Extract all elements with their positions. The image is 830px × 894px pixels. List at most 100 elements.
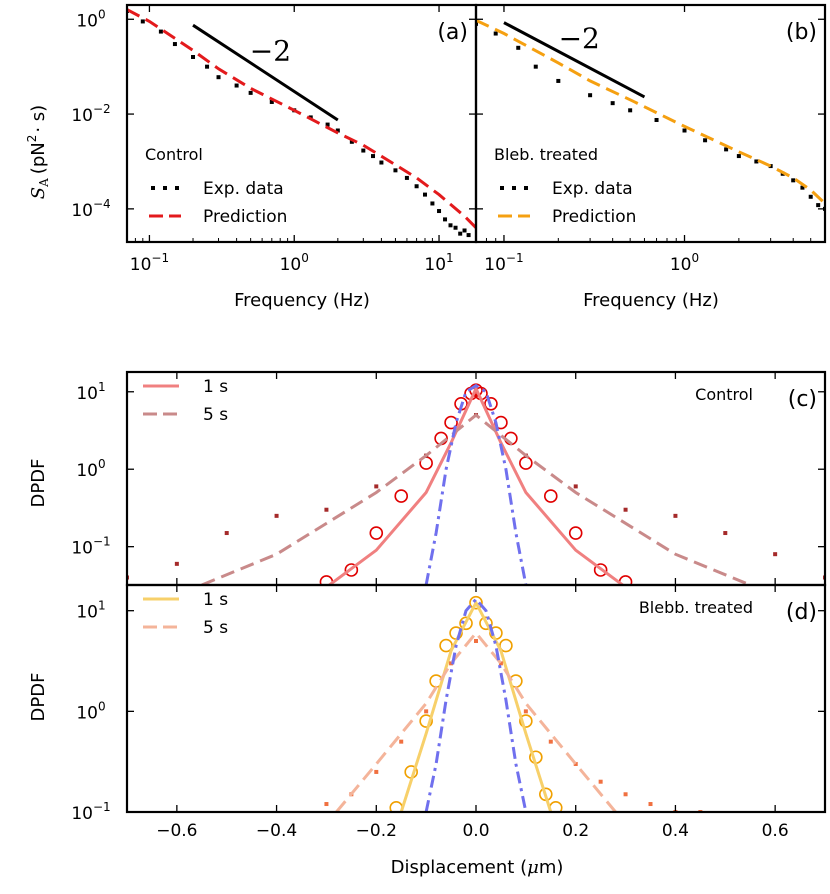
- data-point: [466, 233, 471, 238]
- panel-label: (a): [437, 20, 468, 45]
- data-point: [224, 531, 229, 536]
- legend-label: Exp. data: [203, 179, 284, 199]
- data-point: [319, 575, 334, 585]
- y-tick-label: 100: [76, 7, 105, 31]
- data-point: [453, 225, 458, 230]
- data-point: [516, 45, 521, 50]
- data-point: [474, 638, 478, 643]
- series-line: [399, 599, 553, 812]
- y-tick-label: 10−4: [71, 197, 110, 221]
- x-tick-label: −0.6: [156, 821, 197, 841]
- x-axis-label-frequency-a: Frequency (Hz): [234, 290, 370, 311]
- legend-label: Prediction: [203, 207, 287, 227]
- data-point: [459, 616, 473, 631]
- data-point: [449, 661, 454, 666]
- x-axis-label-displacement: Displacement (μm): [391, 857, 564, 878]
- data-point: [335, 128, 340, 133]
- data-point: [399, 739, 404, 744]
- series-c-2: [127, 413, 825, 580]
- data-point: [484, 396, 498, 411]
- y-axis-label-dpdf-d: DPDF: [28, 673, 49, 722]
- data-point: [588, 93, 593, 98]
- data-point: [791, 178, 796, 183]
- panel-d: −0.6 −0.4 −0.2 0.0 0.2 0.4 0.6 101 100 10−1 (d) Ble…: [71, 583, 827, 841]
- data-point: [808, 194, 813, 199]
- y-tick-label: 100: [76, 699, 105, 723]
- legend-marker: [151, 186, 155, 190]
- y-axis-label-dpdf-c: DPDF: [28, 459, 49, 508]
- data-point: [374, 484, 379, 489]
- data-point: [533, 64, 538, 69]
- series-d-4: [424, 596, 528, 812]
- legend-label: Prediction: [552, 207, 636, 227]
- plot-area-c: [127, 383, 825, 585]
- panel-label: (c): [788, 387, 817, 412]
- data-point: [424, 709, 429, 714]
- data-point: [172, 42, 177, 47]
- data-point: [216, 75, 221, 80]
- data-point: [371, 154, 376, 159]
- condition-annotation: Control: [695, 385, 753, 404]
- x-tick-label: 10−1: [130, 251, 169, 275]
- series-d-2: [324, 638, 703, 812]
- data-point: [414, 184, 419, 189]
- data-point: [393, 168, 398, 173]
- data-point: [724, 147, 729, 152]
- data-point: [325, 122, 330, 127]
- legend-label: 5 s: [203, 618, 228, 638]
- data-point: [498, 661, 503, 666]
- legend-marker: [512, 186, 516, 190]
- x-tick-label: 0.6: [762, 821, 789, 841]
- series-a-1: [127, 8, 476, 229]
- axes-frame: [474, 3, 827, 244]
- data-point: [205, 64, 210, 69]
- x-tick-label: 10−1: [484, 251, 523, 275]
- data-point: [628, 108, 633, 113]
- data-point: [736, 154, 741, 159]
- data-point: [469, 595, 483, 610]
- data-point: [816, 203, 821, 208]
- panel-c: 101 100 10−1 (c) Control 1 s 5 s: [71, 370, 827, 587]
- condition-annotation: Blebb. treated: [639, 598, 753, 617]
- data-point: [479, 616, 493, 631]
- data-point: [349, 139, 354, 144]
- x-tick-label: 100: [670, 251, 699, 275]
- data-point: [800, 185, 805, 190]
- data-point: [773, 552, 778, 557]
- x-tick-label: 0.4: [662, 821, 689, 841]
- legend-label: 1 s: [203, 377, 228, 397]
- series-a-0: [127, 8, 471, 238]
- data-point: [593, 563, 608, 577]
- plot-area-a: [127, 8, 476, 238]
- data-point: [423, 192, 428, 197]
- data-point: [361, 148, 366, 153]
- x-tick-label: 0.0: [462, 821, 489, 841]
- data-point: [324, 507, 329, 512]
- series-line: [476, 18, 825, 205]
- condition-annotation: Control: [145, 145, 203, 164]
- slope-reference-line: [192, 23, 339, 122]
- x-tick-label: 0.2: [562, 821, 589, 841]
- axes-frame: [125, 583, 827, 814]
- data-point: [369, 526, 384, 540]
- data-point: [430, 201, 435, 206]
- axes-frame: [125, 3, 478, 244]
- legend-marker: [163, 186, 167, 190]
- condition-annotation: Bleb. treated: [494, 145, 598, 164]
- data-point: [703, 138, 708, 143]
- data-point: [654, 117, 659, 122]
- data-point: [618, 575, 633, 585]
- data-point: [598, 779, 603, 784]
- legend-marker: [175, 186, 179, 190]
- series-line: [424, 596, 528, 812]
- data-point: [448, 223, 453, 228]
- data-point: [568, 526, 583, 540]
- data-point: [493, 31, 498, 36]
- legend-label: 5 s: [203, 405, 228, 425]
- data-point: [191, 54, 196, 59]
- data-point: [174, 561, 179, 566]
- y-tick-label: 10−1: [71, 800, 110, 824]
- data-point: [344, 563, 359, 577]
- data-point: [543, 489, 558, 503]
- data-point: [519, 456, 533, 470]
